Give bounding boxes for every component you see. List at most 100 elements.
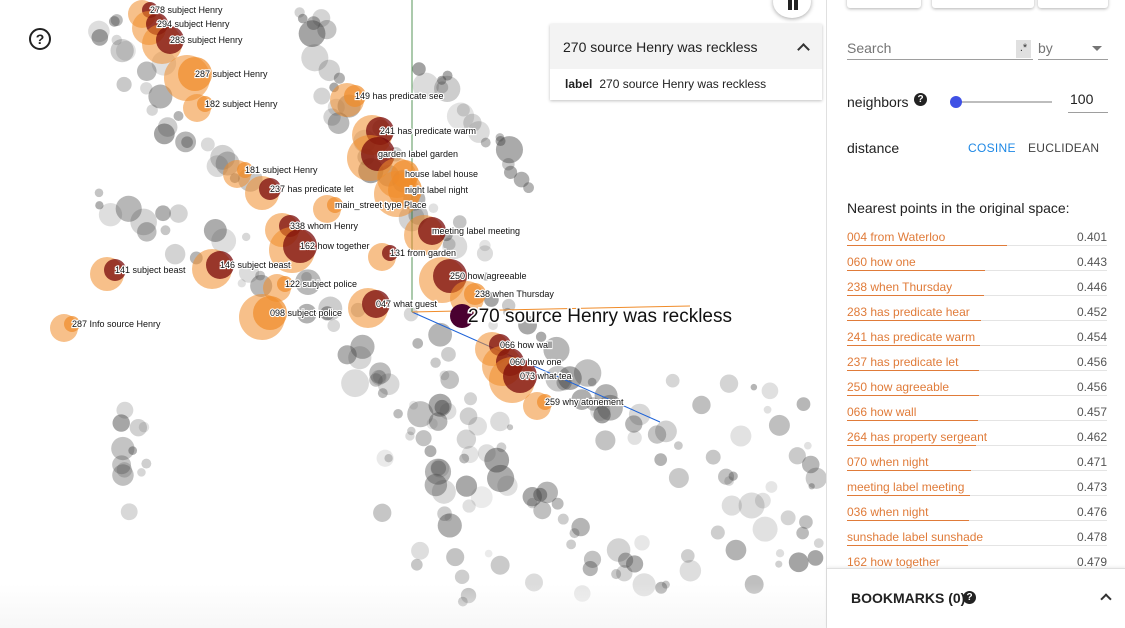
data-point[interactable] [181,136,193,149]
data-point[interactable] [283,229,317,263]
data-point[interactable] [768,414,790,436]
data-point[interactable] [369,362,391,385]
selected-point-header[interactable]: 270 source Henry was reckless [550,24,822,69]
data-point[interactable] [725,539,747,561]
data-point[interactable] [373,503,392,522]
regex-toggle[interactable]: .* [1016,40,1031,58]
data-point[interactable] [461,445,479,464]
data-point[interactable] [459,407,478,426]
data-point[interactable] [692,395,711,415]
data-point[interactable] [211,228,237,254]
nearest-point-label[interactable]: 070 when night [847,455,929,469]
nearest-point-label[interactable]: 250 how agreeable [847,380,950,394]
data-point[interactable] [148,84,173,109]
data-point[interactable] [112,455,132,475]
data-point[interactable] [430,460,447,476]
data-point[interactable] [426,418,438,430]
data-point[interactable] [556,374,572,391]
data-point[interactable] [681,549,695,563]
data-point[interactable] [434,75,461,103]
distance-cosine-option[interactable]: COSINE [968,141,1016,155]
data-point[interactable] [590,400,611,421]
data-point[interactable] [480,137,491,148]
data-point[interactable] [350,334,375,359]
data-point[interactable] [595,430,616,451]
data-point[interactable] [655,420,677,443]
data-point[interactable] [428,412,448,431]
data-point[interactable] [241,232,251,242]
nearest-point-label[interactable]: 066 how wall [847,405,917,419]
data-point[interactable] [533,487,548,502]
data-point[interactable] [377,388,388,399]
data-point[interactable] [317,20,337,40]
data-point[interactable] [775,549,785,558]
data-point[interactable] [627,430,642,445]
data-point[interactable] [297,13,308,24]
scatter-plot[interactable]: 278 subject Henry 294 subject Henry 283 su… [0,0,826,628]
data-point[interactable] [415,430,432,447]
data-point[interactable] [403,306,419,322]
data-point[interactable] [654,453,668,466]
data-point[interactable] [460,587,477,604]
data-point[interactable] [488,320,498,331]
panel-top-button-3[interactable] [1038,0,1108,8]
data-point[interactable] [430,458,450,478]
data-point[interactable] [200,137,215,152]
data-point[interactable] [370,369,387,386]
data-point[interactable] [111,436,135,461]
data-point[interactable] [557,513,569,525]
data-point[interactable] [130,208,157,236]
data-point[interactable] [719,374,739,393]
panel-top-button-2[interactable] [932,0,1034,8]
neighbors-slider-thumb[interactable] [950,96,963,108]
data-point[interactable] [138,421,150,433]
data-point[interactable] [571,389,593,410]
data-point[interactable] [388,173,422,207]
data-point[interactable] [506,424,514,431]
data-point[interactable] [718,468,735,485]
data-point[interactable] [463,113,482,133]
neighbors-help-icon[interactable]: ? [914,93,927,106]
data-point[interactable] [95,201,104,210]
data-point[interactable] [582,560,598,577]
data-point[interactable] [606,538,631,562]
data-point[interactable] [436,81,449,94]
data-point[interactable] [470,486,493,509]
data-point[interactable] [424,473,448,497]
data-point[interactable] [545,365,572,392]
data-point[interactable] [446,102,475,130]
data-point[interactable] [327,319,341,333]
data-point[interactable] [128,446,138,455]
data-point[interactable] [377,373,400,396]
data-point[interactable] [801,455,820,474]
data-point[interactable] [442,234,468,259]
data-point[interactable] [206,155,229,178]
data-point[interactable] [115,195,142,222]
nearest-point-label[interactable]: 237 has predicate let [847,355,959,369]
data-point[interactable] [116,401,134,419]
nearest-point-label[interactable]: 036 when night [847,505,929,519]
data-point[interactable] [533,501,552,520]
data-point[interactable] [146,104,158,116]
data-point[interactable] [484,447,510,473]
data-point[interactable] [157,117,178,137]
data-point[interactable] [341,369,369,398]
data-point[interactable] [738,492,765,519]
data-point[interactable] [318,296,343,321]
data-point[interactable] [744,574,764,594]
data-point[interactable] [594,384,618,408]
data-point[interactable] [405,431,415,441]
data-point[interactable] [412,338,424,349]
nearest-point-item[interactable]: 070 when night 0.471 [847,453,1107,478]
data-point[interactable] [440,370,459,390]
search-input[interactable] [847,40,1007,56]
data-point[interactable] [348,346,372,370]
data-point[interactable] [495,133,505,142]
data-point[interactable] [164,243,186,265]
data-point[interactable] [98,203,123,227]
data-point[interactable] [137,222,157,242]
data-point[interactable] [418,217,446,245]
data-point[interactable] [362,290,390,318]
data-point[interactable] [535,331,547,343]
data-point[interactable] [724,476,734,486]
